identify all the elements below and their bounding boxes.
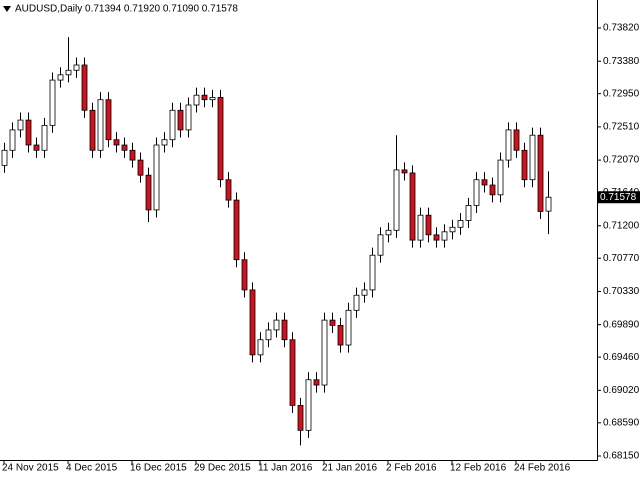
candle-body bbox=[113, 139, 120, 146]
x-tick-label: 24 Nov 2015 bbox=[2, 463, 59, 474]
candle-body bbox=[345, 309, 352, 346]
candle-body bbox=[249, 289, 256, 356]
candle-body bbox=[209, 97, 216, 101]
y-tick-label: 0.69890 bbox=[603, 319, 640, 330]
candle-body bbox=[121, 144, 128, 151]
x-tick-label: 21 Jan 2016 bbox=[322, 463, 377, 474]
y-tick-label: 0.68150 bbox=[603, 451, 640, 462]
candle-body bbox=[9, 129, 16, 151]
price-label-box bbox=[597, 191, 640, 204]
candle-body bbox=[337, 325, 344, 346]
candle-body bbox=[505, 129, 512, 161]
candle-body bbox=[417, 214, 424, 241]
candle-body bbox=[81, 64, 88, 111]
candle-body bbox=[289, 339, 296, 406]
candle-body bbox=[57, 74, 64, 81]
candle-body bbox=[313, 379, 320, 386]
candle-body bbox=[193, 94, 200, 106]
candle-body bbox=[369, 254, 376, 291]
candle-body bbox=[153, 144, 160, 211]
candle-body bbox=[217, 97, 224, 181]
y-tick-label: 0.73380 bbox=[603, 56, 640, 67]
candle-body bbox=[145, 174, 152, 211]
y-tick-label: 0.70770 bbox=[603, 253, 640, 264]
candle-body bbox=[177, 109, 184, 131]
y-tick-label: 0.71200 bbox=[603, 220, 640, 231]
candle-body bbox=[513, 129, 520, 151]
candle-body bbox=[25, 119, 32, 146]
candle-body bbox=[297, 405, 304, 431]
y-tick-label: 0.69020 bbox=[603, 385, 640, 396]
x-tick-label: 2 Feb 2016 bbox=[386, 463, 437, 474]
y-tick-label: 0.68590 bbox=[603, 417, 640, 428]
candle-body bbox=[545, 196, 552, 212]
y-tick-label: 0.70330 bbox=[603, 286, 640, 297]
price-label: 0.71578 bbox=[600, 192, 637, 203]
x-tick-label: 11 Jan 2016 bbox=[258, 463, 313, 474]
candle-body bbox=[393, 169, 400, 231]
candle-body bbox=[473, 179, 480, 206]
candle-body bbox=[265, 329, 272, 341]
y-tick-label: 0.72070 bbox=[603, 155, 640, 166]
candle-body bbox=[105, 99, 112, 141]
candle-body bbox=[97, 99, 104, 151]
candle-body bbox=[49, 79, 56, 126]
y-tick-label: 0.69460 bbox=[603, 352, 640, 363]
candle-body bbox=[225, 179, 232, 201]
chart-title: AUDUSD,Daily 0.71394 0.71920 0.71090 0.7… bbox=[15, 4, 238, 15]
title-arrow bbox=[3, 6, 11, 12]
candle-body bbox=[73, 64, 80, 71]
candle-body bbox=[433, 234, 440, 241]
candle-body bbox=[385, 229, 392, 236]
candle-body bbox=[497, 159, 504, 196]
candle-body bbox=[441, 231, 448, 241]
candle-body bbox=[521, 149, 528, 181]
candle-body bbox=[425, 214, 432, 236]
x-tick-label: 24 Feb 2016 bbox=[514, 463, 571, 474]
candle-body bbox=[361, 289, 368, 296]
candle-body bbox=[129, 149, 136, 161]
candle-body bbox=[537, 134, 544, 212]
candle-body bbox=[65, 69, 72, 76]
candle-body bbox=[17, 119, 24, 131]
candle-body bbox=[257, 339, 264, 356]
candle-body bbox=[481, 179, 488, 186]
candle-body bbox=[201, 94, 208, 101]
y-tick-label: 0.72950 bbox=[603, 88, 640, 99]
candle-body bbox=[273, 319, 280, 331]
candle-body bbox=[161, 139, 168, 146]
candle-body bbox=[489, 184, 496, 196]
x-tick-label: 16 Dec 2015 bbox=[130, 463, 187, 474]
candle-body bbox=[233, 199, 240, 261]
candle-body bbox=[377, 234, 384, 256]
candle-body bbox=[137, 159, 144, 176]
candle-body bbox=[33, 144, 40, 151]
candle-body bbox=[305, 379, 312, 431]
candle-body bbox=[1, 149, 8, 166]
candle-body bbox=[41, 124, 48, 151]
candle-body bbox=[353, 294, 360, 311]
y-tick-label: 0.72510 bbox=[603, 122, 640, 133]
candle-body bbox=[169, 109, 176, 141]
candle-body bbox=[185, 104, 192, 131]
candle-body bbox=[241, 259, 248, 291]
x-tick-label: 4 Dec 2015 bbox=[66, 463, 118, 474]
candle-body bbox=[529, 134, 536, 181]
candle-body bbox=[401, 169, 408, 174]
x-tick-label: 29 Dec 2015 bbox=[194, 463, 251, 474]
candle-body bbox=[409, 172, 416, 241]
x-tick-label: 12 Feb 2016 bbox=[450, 463, 507, 474]
candle-body bbox=[281, 319, 288, 341]
y-tick-label: 0.73820 bbox=[603, 23, 640, 34]
candle-body bbox=[89, 109, 96, 151]
candle-body bbox=[321, 319, 328, 386]
candle-body bbox=[465, 204, 472, 221]
candle-body bbox=[329, 319, 336, 326]
candle-body bbox=[449, 226, 456, 233]
candle-body bbox=[457, 220, 464, 228]
